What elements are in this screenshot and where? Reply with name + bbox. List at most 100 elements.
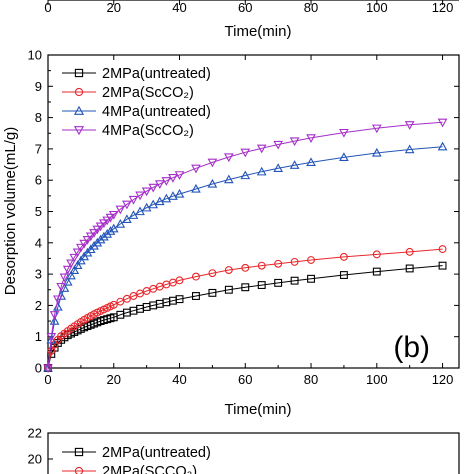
y-tick-label: 4 <box>35 235 42 250</box>
series-4-point <box>56 282 66 292</box>
series-1-point <box>175 295 184 304</box>
bottom-legend-label: 2MPa(SCCO₂) <box>102 464 197 474</box>
series-4-point <box>62 265 73 275</box>
series-3-point <box>99 231 109 241</box>
series-1-point <box>307 274 315 283</box>
x-tick-label: 40 <box>172 372 186 387</box>
series-4-point <box>289 137 300 147</box>
series-4-point <box>49 311 60 320</box>
series-2-point <box>129 292 138 300</box>
series-4-point <box>174 171 185 180</box>
series-4-point <box>273 140 284 150</box>
series-2-point <box>257 261 266 270</box>
main-series <box>43 118 448 374</box>
series-line-2 <box>47 248 443 369</box>
series-2-point <box>116 297 125 306</box>
series-1-point <box>257 281 266 290</box>
series-3-point <box>404 144 415 154</box>
series-3-point <box>69 265 80 275</box>
y-tick-label: 2 <box>35 298 42 313</box>
y-tick-label: 7 <box>35 141 42 156</box>
series-4-point <box>223 153 234 163</box>
series-3-point <box>437 141 448 151</box>
y-tick-label: 5 <box>35 204 42 219</box>
bottom-fragment-y-ticks: 22 20 <box>28 426 53 467</box>
series-4-point <box>92 225 103 235</box>
series-2-point <box>307 256 315 264</box>
series-4-point <box>59 273 70 283</box>
bottom-legend-marker <box>74 447 84 457</box>
top-fragment: 0 20 40 60 80 100 120 Time(min) <box>44 0 459 40</box>
series-1-point <box>372 267 381 276</box>
x-tick-label: 100 <box>366 372 388 387</box>
series-4-point <box>102 216 113 226</box>
series-1-point <box>224 285 233 294</box>
legend-marker <box>74 68 84 78</box>
x-tick-label: 0 <box>44 372 51 387</box>
series-4-point <box>122 200 132 210</box>
series-4-point <box>105 213 116 223</box>
bottom-y-tick-label: 22 <box>28 426 42 441</box>
legend-marker <box>73 105 85 115</box>
series-3-point <box>102 228 113 238</box>
y-tick-label: 0 <box>35 361 42 376</box>
series-3-point <box>240 170 251 180</box>
series-2-point <box>372 250 381 259</box>
top-x-tick-label: 20 <box>107 0 121 15</box>
top-x-tick-label: 60 <box>238 0 252 15</box>
series-4-point <box>43 364 53 374</box>
series-4-point <box>95 222 106 232</box>
series-3-point <box>174 188 185 198</box>
series-4-point <box>69 253 80 263</box>
series-3-point <box>154 196 165 206</box>
series-1-point <box>339 271 348 279</box>
main-axes: 0 20 40 60 80 100 120 0 1 2 3 4 5 6 7 8 9 10 <box>28 48 459 387</box>
series-4-point <box>72 248 83 258</box>
series-3-point <box>62 276 73 286</box>
series-4-point <box>371 124 382 134</box>
bottom-y-tick-label: 20 <box>28 452 42 467</box>
series-3-point <box>161 193 172 203</box>
y-tick-label: 3 <box>35 267 42 282</box>
series-4-point <box>99 219 109 229</box>
series-2-point <box>192 272 200 281</box>
series-1-point <box>241 283 250 292</box>
legend-label: 4MPa(untreated) <box>102 104 211 120</box>
series-4-point <box>53 295 63 305</box>
legend-label: 2MPa(untreated) <box>102 66 211 82</box>
series-3-point <box>46 334 57 344</box>
series-4-point <box>207 158 218 168</box>
series-2-point <box>241 263 250 272</box>
series-4-point <box>141 187 152 197</box>
series-1-point <box>405 264 414 273</box>
y-tick-label: 10 <box>28 48 42 63</box>
series-3-point <box>148 199 159 209</box>
legend-label: 4MPa(ScCO₂) <box>102 123 194 139</box>
series-4-point <box>437 118 448 128</box>
bottom-legend-label: 2MPa(untreated) <box>102 445 211 461</box>
series-4-point <box>240 148 251 158</box>
panel-label: (b) <box>393 331 430 364</box>
x-tick-label: 120 <box>432 372 454 387</box>
series-3-point <box>306 157 316 167</box>
series-3-point <box>168 191 178 200</box>
y-tick-label: 9 <box>35 79 42 94</box>
series-1-point <box>192 292 200 300</box>
series-1-point <box>208 288 217 297</box>
series-3-point <box>108 223 119 233</box>
series-4-point <box>115 205 126 215</box>
series-2-point <box>208 269 217 278</box>
series-3-point <box>207 178 218 188</box>
series-4-point <box>168 174 178 183</box>
series-4-point <box>66 259 76 269</box>
x-tick-label: 20 <box>107 372 121 387</box>
legend-marker <box>74 87 84 97</box>
x-tick-label: 60 <box>238 372 252 387</box>
series-4-point <box>108 210 119 220</box>
series-1-point <box>274 278 283 287</box>
series-4-point <box>256 144 267 154</box>
series-2-point <box>290 257 299 266</box>
series-3-point <box>371 147 382 157</box>
series-line-4 <box>47 121 443 369</box>
x-axis-title: Time(min) <box>225 401 292 418</box>
